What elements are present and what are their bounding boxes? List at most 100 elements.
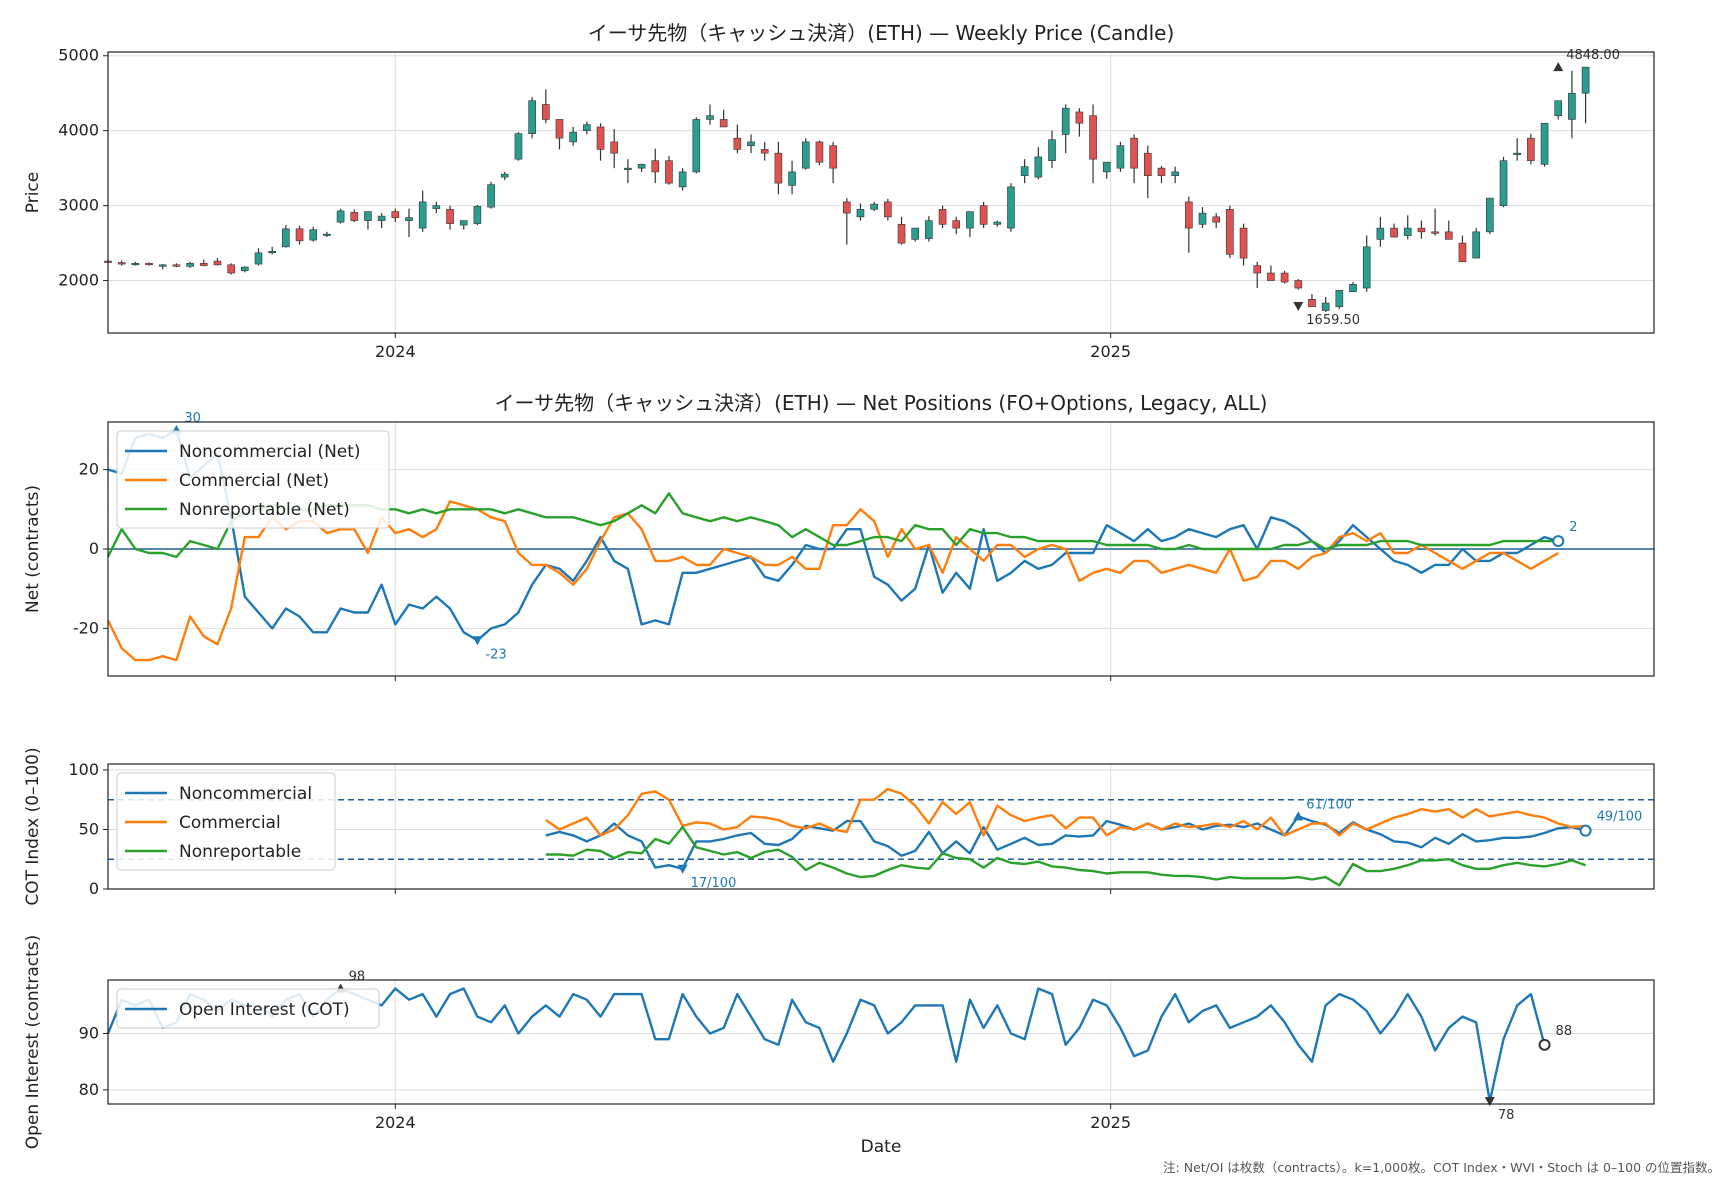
x-tick-label: 2025 <box>1090 1113 1131 1132</box>
candle-down <box>295 228 304 242</box>
candle-up <box>268 251 276 254</box>
candle-down <box>1280 272 1289 283</box>
candle-up <box>405 217 413 221</box>
candle-up <box>966 211 974 229</box>
candle-down <box>199 263 208 266</box>
candle-up <box>692 119 701 173</box>
candle-down <box>1212 216 1220 223</box>
candle-up <box>801 141 810 169</box>
candle-down <box>1239 227 1248 259</box>
candle-down <box>446 209 454 224</box>
candle-up <box>678 171 687 188</box>
candle-up <box>1020 166 1029 176</box>
candle-up <box>911 227 920 240</box>
candle-up <box>241 266 249 272</box>
y-tick-label: 5000 <box>58 46 99 65</box>
plot-frame <box>107 421 1655 677</box>
candle-down <box>555 119 564 139</box>
candle-down <box>350 212 359 221</box>
candle-up <box>459 220 468 226</box>
candle-down <box>1458 242 1467 263</box>
x-tick-label: 2024 <box>375 342 416 361</box>
candle-up <box>514 133 523 160</box>
candle-down <box>1417 227 1426 233</box>
candle-up <box>1581 66 1590 94</box>
legend-box <box>116 430 390 529</box>
candle-down <box>391 211 400 218</box>
panel-1: 2000 3000 4000 5000 2024 2025 Price イーサ先物（キャッシュ… <box>23 21 1655 361</box>
y-tick-label: 80 <box>79 1080 99 1099</box>
series-line-commercial <box>106 500 1559 662</box>
y-tick-label: -20 <box>73 618 99 637</box>
max-marker <box>1553 62 1564 72</box>
candle-down <box>842 201 851 214</box>
footnote: 注: Net/OI は枚数（contracts）。k=1,000枚。COT In… <box>1163 1160 1720 1175</box>
legend-label: Nonreportable <box>179 842 301 862</box>
y-tick-label: 2000 <box>58 271 99 290</box>
last-value-marker <box>1538 1038 1551 1051</box>
candle-down <box>938 209 947 225</box>
last-value-label: 49/100 <box>1597 810 1643 825</box>
candle-up <box>993 221 1002 225</box>
candle-down <box>1444 231 1453 240</box>
candle-up <box>528 100 536 134</box>
candle-up <box>1362 246 1371 289</box>
candle-down <box>213 260 222 266</box>
candle-up <box>925 220 933 239</box>
panel-4: 80 90 2024 2025 Open Interest (contracts) 98 7… <box>23 935 1655 1149</box>
candle-up <box>1554 100 1563 116</box>
x-axis-label: Date <box>861 1137 902 1157</box>
y-tick-label: 3000 <box>58 196 99 215</box>
candle-down <box>542 104 550 120</box>
legend-label: Noncommercial (Net) <box>179 442 361 462</box>
last-value-label: 2 <box>1569 520 1577 535</box>
y-tick-label: 90 <box>79 1024 99 1043</box>
legend-label: Nonreportable (Net) <box>179 500 350 520</box>
candle-down <box>1308 298 1316 308</box>
y-tick-label: 4000 <box>58 121 99 140</box>
candle-up <box>377 215 386 221</box>
min-marker <box>472 636 483 646</box>
candle-up <box>1198 212 1207 225</box>
min-label: 1659.50 <box>1306 313 1360 328</box>
candle-up <box>1349 283 1357 293</box>
series-line-noncommercial <box>545 815 1586 870</box>
candle-up <box>1007 186 1015 229</box>
candle-up <box>500 173 509 178</box>
candle-up <box>487 184 495 208</box>
candle-down <box>1294 280 1303 289</box>
legend-label: Open Interest (COT) <box>179 1000 350 1020</box>
candle-down <box>117 262 126 265</box>
candle-up <box>856 209 865 218</box>
max-marker <box>1293 811 1304 821</box>
candle-down <box>1089 115 1097 160</box>
y-tick-label: 50 <box>79 819 99 838</box>
panel-2: -20 0 20 Net (contracts) イーサ先物（キャッシュ決済）(ETH)… <box>23 391 1655 681</box>
x-tick-label: 2024 <box>375 1113 416 1132</box>
y-axis-label: Net (contracts) <box>23 485 43 613</box>
y-axis-label: COT Index (0–100) <box>23 747 43 905</box>
candle-up <box>364 211 372 221</box>
candle-up <box>186 263 194 267</box>
candle-down <box>145 263 153 266</box>
max-label: 61/100 <box>1306 797 1352 812</box>
candle-up <box>1472 231 1480 259</box>
legend-label: Commercial <box>179 813 281 833</box>
legend-box <box>116 772 336 871</box>
candle-up <box>432 205 441 209</box>
y-tick-label: 0 <box>89 879 99 898</box>
candle-down <box>1185 201 1193 229</box>
candle-up <box>323 233 331 236</box>
candle-up <box>569 131 577 143</box>
y-tick-label: 100 <box>68 760 99 779</box>
plot-frame <box>107 763 1655 890</box>
candle-down <box>760 149 769 154</box>
candle-up <box>254 252 263 265</box>
max-label: 30 <box>184 411 201 426</box>
legend-label: Noncommercial <box>179 784 312 804</box>
max-label: 4848.00 <box>1566 48 1620 63</box>
min-label: 78 <box>1498 1108 1515 1123</box>
last-value-marker <box>1552 535 1565 548</box>
